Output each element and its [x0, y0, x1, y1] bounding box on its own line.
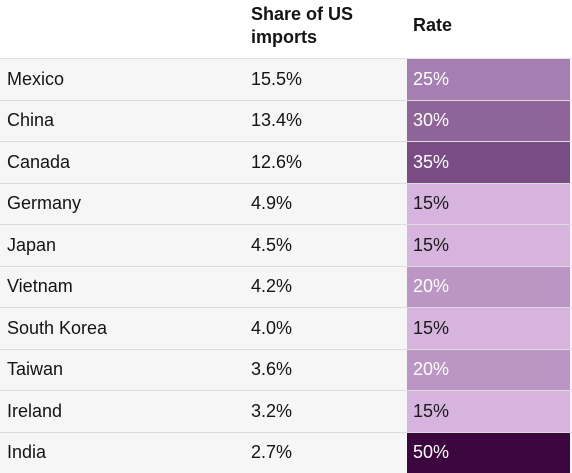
table-row: Japan 4.5% 15% [0, 224, 572, 266]
country-cell: Canada [7, 142, 70, 183]
table-row: Taiwan 3.6% 20% [0, 349, 572, 391]
table-row: Ireland 3.2% 15% [0, 390, 572, 432]
table-row: Mexico 15.5% 25% [0, 58, 572, 100]
table-body: Mexico 15.5% 25% China 13.4% 30% Canada 12.6% 35… [0, 58, 572, 473]
table-row: China 13.4% 30% [0, 100, 572, 142]
rate-cell: 15% [407, 184, 570, 225]
country-cell: India [7, 433, 46, 473]
rate-cell: 50% [407, 433, 570, 473]
share-cell: 13.4% [251, 101, 302, 142]
country-cell: Vietnam [7, 267, 73, 308]
rate-cell: 20% [407, 267, 570, 308]
rate-cell: 15% [407, 308, 570, 349]
share-cell: 4.5% [251, 225, 292, 266]
table-row: South Korea 4.0% 15% [0, 307, 572, 349]
header-share-of-us-imports: Share of US imports [251, 3, 401, 49]
table-row: Germany 4.9% 15% [0, 183, 572, 225]
country-cell: China [7, 101, 54, 142]
share-cell: 15.5% [251, 59, 302, 100]
rate-cell: 15% [407, 391, 570, 432]
rate-cell: 35% [407, 142, 570, 183]
country-cell: South Korea [7, 308, 107, 349]
rate-cell: 15% [407, 225, 570, 266]
share-cell: 4.9% [251, 184, 292, 225]
share-cell: 4.2% [251, 267, 292, 308]
share-cell: 2.7% [251, 433, 292, 473]
country-cell: Mexico [7, 59, 64, 100]
rate-cell: 25% [407, 59, 570, 100]
country-cell: Ireland [7, 391, 62, 432]
header-rate: Rate [413, 14, 452, 37]
table-row: India 2.7% 50% [0, 432, 572, 473]
rate-cell: 20% [407, 350, 570, 391]
country-cell: Japan [7, 225, 56, 266]
share-cell: 3.2% [251, 391, 292, 432]
table-row: Canada 12.6% 35% [0, 141, 572, 183]
country-cell: Germany [7, 184, 81, 225]
table-header: Share of US imports Rate [0, 0, 572, 58]
table-row: Vietnam 4.2% 20% [0, 266, 572, 308]
share-cell: 4.0% [251, 308, 292, 349]
share-cell: 12.6% [251, 142, 302, 183]
country-cell: Taiwan [7, 350, 63, 391]
share-cell: 3.6% [251, 350, 292, 391]
rate-cell: 30% [407, 101, 570, 142]
